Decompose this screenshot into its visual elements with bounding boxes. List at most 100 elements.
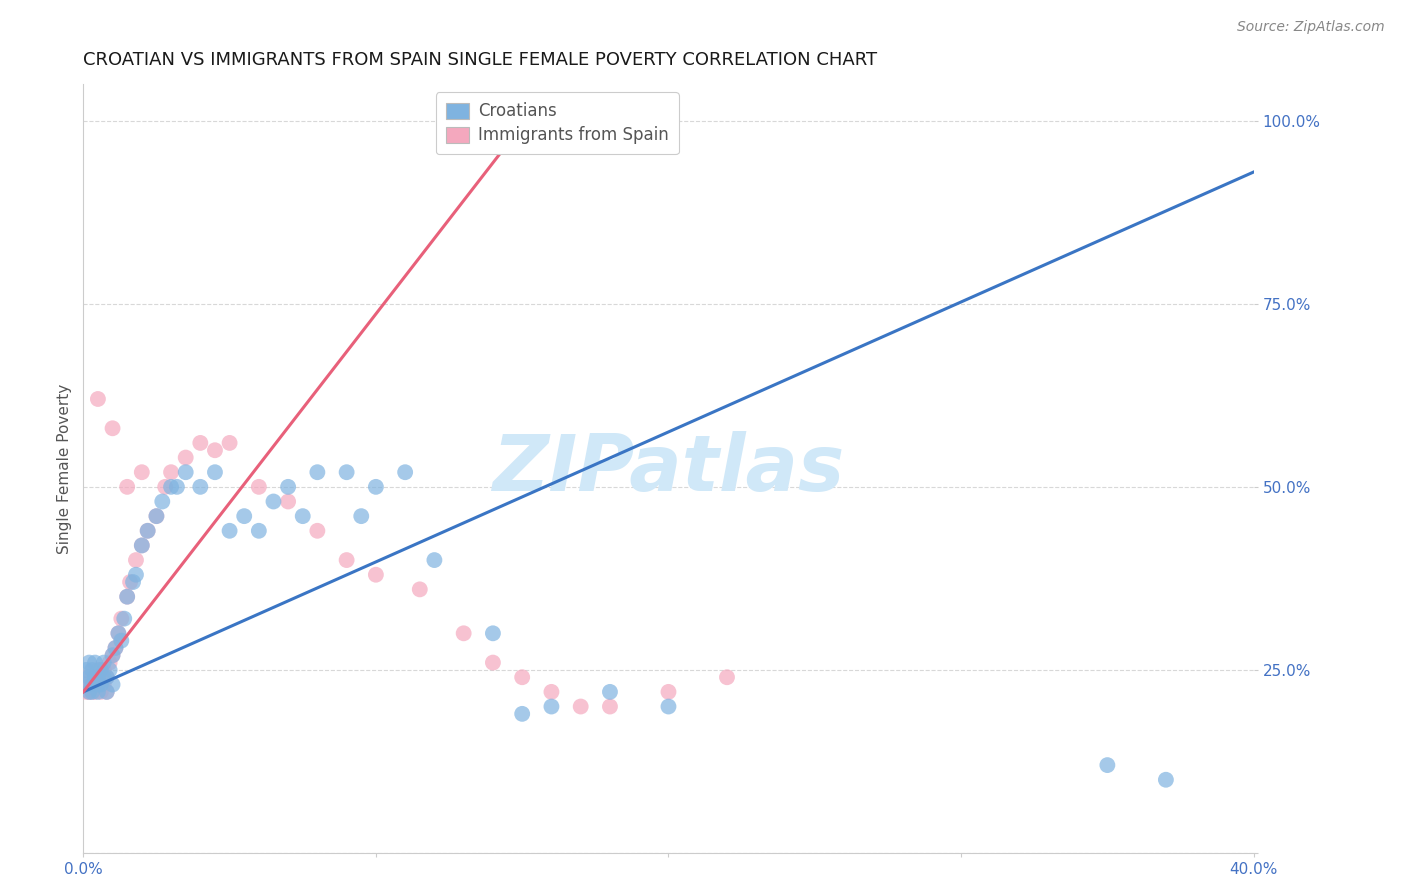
Point bbox=[87, 685, 110, 699]
Point bbox=[599, 699, 621, 714]
Text: 57: 57 bbox=[592, 101, 617, 119]
Point bbox=[136, 524, 159, 538]
Point bbox=[77, 677, 100, 691]
Point bbox=[569, 699, 592, 714]
Point bbox=[136, 524, 159, 538]
Point bbox=[423, 553, 446, 567]
Text: N =: N = bbox=[569, 127, 609, 145]
Point bbox=[716, 670, 738, 684]
Point bbox=[84, 670, 107, 684]
Text: 0.632: 0.632 bbox=[505, 127, 561, 145]
Point bbox=[115, 480, 138, 494]
Text: Source: ZipAtlas.com: Source: ZipAtlas.com bbox=[1237, 20, 1385, 34]
Point bbox=[247, 480, 270, 494]
Point bbox=[307, 524, 329, 538]
Point bbox=[101, 677, 124, 691]
Point bbox=[80, 677, 103, 691]
Point bbox=[131, 538, 153, 552]
Point bbox=[80, 685, 103, 699]
Point bbox=[115, 590, 138, 604]
Text: ZIPatlas: ZIPatlas bbox=[492, 431, 845, 507]
Point bbox=[131, 465, 153, 479]
Point bbox=[145, 509, 167, 524]
Text: 0.361: 0.361 bbox=[505, 101, 561, 119]
Point bbox=[77, 685, 100, 699]
Point bbox=[247, 524, 270, 538]
Point bbox=[218, 436, 240, 450]
Point bbox=[90, 663, 112, 677]
Point bbox=[93, 677, 115, 691]
Point bbox=[75, 670, 97, 684]
Point bbox=[453, 626, 475, 640]
Point bbox=[93, 656, 115, 670]
Point bbox=[263, 494, 285, 508]
Point bbox=[188, 480, 211, 494]
Point bbox=[87, 677, 110, 691]
Point bbox=[166, 480, 188, 494]
Point bbox=[77, 670, 100, 684]
Point bbox=[364, 567, 387, 582]
Point bbox=[350, 509, 373, 524]
Point bbox=[93, 663, 115, 677]
Point bbox=[160, 480, 183, 494]
Point bbox=[80, 670, 103, 684]
Point bbox=[77, 685, 100, 699]
Point bbox=[75, 663, 97, 677]
Point bbox=[101, 648, 124, 663]
Point bbox=[101, 421, 124, 435]
Point bbox=[277, 480, 299, 494]
Point bbox=[90, 670, 112, 684]
Point bbox=[96, 670, 118, 684]
Point bbox=[96, 670, 118, 684]
Point bbox=[107, 626, 129, 640]
Point bbox=[84, 670, 107, 684]
Point bbox=[277, 494, 299, 508]
Point bbox=[90, 685, 112, 699]
Point bbox=[96, 685, 118, 699]
Point bbox=[87, 677, 110, 691]
Text: 52: 52 bbox=[592, 127, 617, 145]
Point bbox=[84, 685, 107, 699]
Point bbox=[75, 685, 97, 699]
Point bbox=[409, 582, 432, 597]
Point bbox=[218, 524, 240, 538]
Point bbox=[150, 494, 173, 508]
Text: R =: R = bbox=[475, 101, 515, 119]
Point bbox=[80, 677, 103, 691]
Point bbox=[336, 553, 359, 567]
Point bbox=[87, 663, 110, 677]
Point bbox=[204, 443, 226, 458]
Point bbox=[80, 663, 103, 677]
Point bbox=[84, 656, 107, 670]
Point bbox=[160, 465, 183, 479]
Point bbox=[90, 677, 112, 691]
Point bbox=[87, 392, 110, 406]
Point bbox=[145, 509, 167, 524]
Point bbox=[1097, 758, 1119, 772]
Point bbox=[291, 509, 314, 524]
Point bbox=[120, 575, 142, 590]
Point bbox=[657, 699, 679, 714]
Point bbox=[482, 626, 505, 640]
Point bbox=[510, 670, 533, 684]
Point bbox=[75, 677, 97, 691]
Point bbox=[104, 640, 127, 655]
Point bbox=[107, 626, 129, 640]
Point bbox=[540, 699, 562, 714]
Point bbox=[80, 685, 103, 699]
Legend: Croatians, Immigrants from Spain: Croatians, Immigrants from Spain bbox=[436, 93, 679, 154]
Point bbox=[110, 633, 132, 648]
Point bbox=[98, 663, 121, 677]
Point bbox=[96, 685, 118, 699]
Point bbox=[93, 670, 115, 684]
Point bbox=[125, 553, 148, 567]
Point bbox=[125, 567, 148, 582]
Point bbox=[657, 685, 679, 699]
Point bbox=[155, 480, 177, 494]
Point bbox=[174, 465, 197, 479]
Point bbox=[87, 670, 110, 684]
Point bbox=[510, 706, 533, 721]
Point bbox=[233, 509, 256, 524]
Point bbox=[131, 538, 153, 552]
Point bbox=[540, 685, 562, 699]
